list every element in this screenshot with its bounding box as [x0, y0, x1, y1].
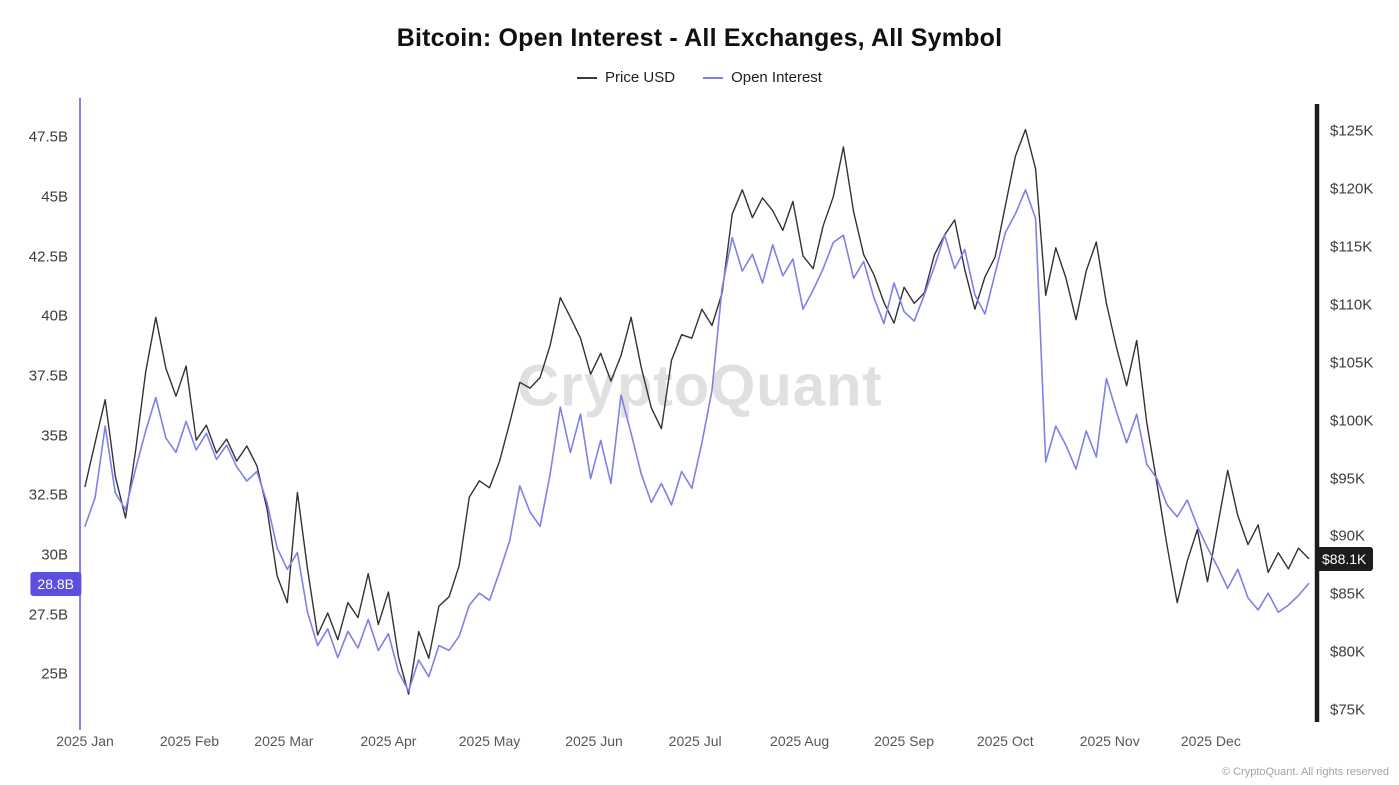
- legend-item-open-interest[interactable]: Open Interest: [703, 69, 822, 86]
- open-interest-line: [84, 189, 1310, 692]
- x-axis-tick: 2025 Jan: [56, 733, 114, 749]
- left-axis-tick: 37.5B: [28, 367, 68, 385]
- chart-legend: Price USD Open Interest: [0, 69, 1399, 86]
- legend-label-open-interest: Open Interest: [731, 69, 822, 86]
- price-current-badge: $88.1K: [1315, 546, 1374, 571]
- x-axis-tick: 2025 Apr: [360, 733, 417, 749]
- x-axis-tick: 2025 Aug: [770, 733, 830, 749]
- left-axis-tick: 27.5B: [28, 606, 68, 624]
- right-axis-tick: $105K: [1330, 354, 1374, 372]
- left-axis-tick: 47.5B: [28, 128, 68, 146]
- left-axis-tick: 32.5B: [28, 486, 68, 504]
- left-axis-tick: 42.5B: [28, 248, 68, 266]
- x-axis-tick: 2025 Feb: [159, 733, 220, 749]
- x-axis-tick: 2025 Jul: [668, 733, 722, 749]
- right-axis-tick: $100K: [1330, 412, 1374, 430]
- left-axis-tick: 35B: [41, 427, 68, 445]
- open-interest-current-badge: 28.8B: [30, 571, 81, 596]
- right-axis-tick: $125K: [1330, 122, 1374, 140]
- x-axis-tick: 2025 Mar: [254, 733, 314, 749]
- x-axis-tick: 2025 May: [458, 733, 521, 749]
- right-axis-tick: $95K: [1330, 470, 1366, 487]
- x-axis-tick: 2025 Oct: [976, 733, 1034, 749]
- legend-label-price: Price USD: [605, 69, 676, 86]
- right-axis-tick: $75K: [1330, 701, 1366, 719]
- left-axis-tick: 45B: [41, 188, 68, 206]
- x-axis-tick: 2025 Sep: [874, 733, 935, 749]
- x-axis-tick: 2025 Jun: [565, 733, 623, 749]
- right-axis-tick: $90K: [1330, 527, 1366, 545]
- chart-title: Bitcoin: Open Interest - All Exchanges, …: [396, 24, 1003, 52]
- legend-item-price[interactable]: Price USD: [577, 69, 675, 86]
- right-axis-tick: $85K: [1330, 585, 1366, 603]
- copyright-notice: © CryptoQuant. All rights reserved: [1221, 766, 1389, 778]
- right-axis-tick: $80K: [1330, 643, 1366, 661]
- price-line-swatch-icon: [577, 76, 598, 79]
- right-axis-tick: $110K: [1330, 296, 1373, 314]
- right-axis-tick: $120K: [1330, 180, 1374, 198]
- x-axis-tick: 2025 Dec: [1180, 733, 1241, 749]
- left-axis-tick: 40B: [41, 307, 68, 325]
- open-interest-line-swatch-icon: [703, 76, 724, 79]
- x-axis-tick: 2025 Nov: [1079, 733, 1140, 749]
- left-axis-tick: 25B: [41, 665, 68, 683]
- left-axis-tick: 30B: [41, 546, 68, 564]
- price-usd-line: [84, 128, 1310, 695]
- right-axis-tick: $115K: [1330, 238, 1373, 256]
